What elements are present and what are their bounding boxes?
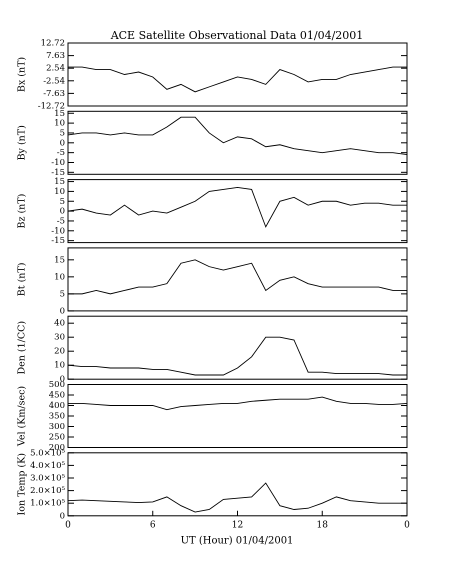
y-tick-label: 0 bbox=[60, 138, 65, 148]
y-tick-label: 5 bbox=[60, 197, 65, 207]
y-tick-label: 0 bbox=[60, 511, 65, 521]
y-tick-label: 12.72 bbox=[41, 39, 65, 49]
y-axis-label: Bx (nT) bbox=[17, 57, 28, 92]
y-tick-label: 200 bbox=[49, 443, 65, 453]
y-tick-label: -5 bbox=[57, 148, 65, 158]
data-line bbox=[68, 259, 407, 295]
y-tick-label: -2.54 bbox=[43, 76, 65, 86]
y-axis-label: Ion Temp (K) bbox=[17, 453, 28, 515]
y-axis-label: Vel (Km/sec) bbox=[17, 386, 28, 447]
x-tick-label: 0 bbox=[65, 520, 71, 530]
data-line bbox=[67, 336, 407, 376]
panel-frame bbox=[67, 179, 408, 244]
y-tick-label: 30 bbox=[54, 333, 65, 343]
y-tick-label: 20 bbox=[54, 347, 65, 357]
panel-frame bbox=[67, 452, 408, 517]
chart-title: ACE Satellite Observational Data 01/04/2… bbox=[110, 29, 364, 42]
y-tick-label: 1.0×10⁵ bbox=[30, 499, 65, 509]
y-tick-label: 450 bbox=[49, 391, 65, 401]
y-axis-label: By (nT) bbox=[17, 125, 28, 160]
y-tick-label: 15 bbox=[54, 109, 65, 119]
y-tick-label: 0 bbox=[60, 375, 65, 385]
x-tick-label: 0 bbox=[404, 520, 410, 530]
data-line bbox=[67, 187, 407, 228]
y-tick-label: -7.63 bbox=[43, 89, 65, 99]
y-tick-label: 10 bbox=[54, 272, 65, 282]
y-tick-label: 40 bbox=[54, 319, 65, 329]
panel-frame bbox=[67, 315, 408, 380]
x-tick-label: 12 bbox=[232, 520, 243, 530]
y-tick-label: 3.0×10⁵ bbox=[30, 474, 65, 484]
y-tick-label: 10 bbox=[54, 119, 65, 129]
data-line bbox=[68, 396, 408, 411]
x-tick-label: 6 bbox=[150, 520, 156, 530]
y-tick-label: 0 bbox=[60, 207, 65, 217]
y-tick-label: 400 bbox=[49, 401, 65, 411]
y-tick-label: 500 bbox=[49, 380, 65, 390]
panel-frame bbox=[67, 384, 408, 448]
y-tick-label: -15 bbox=[51, 168, 65, 178]
y-tick-label: -5 bbox=[57, 216, 65, 226]
y-tick-label: 5.0×10⁵ bbox=[30, 448, 65, 458]
y-tick-label: 5 bbox=[60, 289, 65, 299]
y-tick-label: -10 bbox=[51, 226, 65, 236]
y-tick-label: 10 bbox=[54, 187, 65, 197]
y-tick-label: 2.0×10⁵ bbox=[30, 486, 65, 496]
y-axis-label: Den (1/CC) bbox=[17, 321, 28, 375]
y-axis-label: Bt (nT) bbox=[17, 263, 28, 297]
data-line bbox=[67, 116, 408, 156]
y-tick-label: 4.0×10⁵ bbox=[30, 461, 65, 471]
y-tick-label: 15 bbox=[54, 177, 65, 187]
y-tick-label: -10 bbox=[51, 158, 65, 168]
x-tick-label: 18 bbox=[317, 520, 329, 530]
panel-frame bbox=[67, 247, 408, 312]
y-tick-label: 300 bbox=[49, 422, 65, 432]
panel-frame bbox=[67, 42, 408, 107]
y-tick-label: 2.54 bbox=[46, 64, 65, 74]
panel-frame bbox=[67, 110, 408, 175]
y-tick-label: -15 bbox=[51, 236, 65, 246]
y-tick-label: 250 bbox=[49, 433, 65, 443]
y-tick-label: 5 bbox=[60, 128, 65, 138]
y-axis-label: Bz (nT) bbox=[17, 194, 28, 229]
y-tick-label: 0 bbox=[60, 306, 65, 316]
data-line bbox=[67, 482, 407, 513]
y-tick-label: -12.72 bbox=[38, 102, 65, 112]
y-tick-label: 7.63 bbox=[46, 51, 65, 61]
y-tick-label: 15 bbox=[54, 255, 65, 265]
y-tick-label: 10 bbox=[54, 361, 65, 371]
x-axis-label: UT (Hour) 01/04/2001 bbox=[181, 536, 294, 547]
data-line bbox=[68, 66, 407, 93]
y-tick-label: 350 bbox=[49, 412, 65, 422]
